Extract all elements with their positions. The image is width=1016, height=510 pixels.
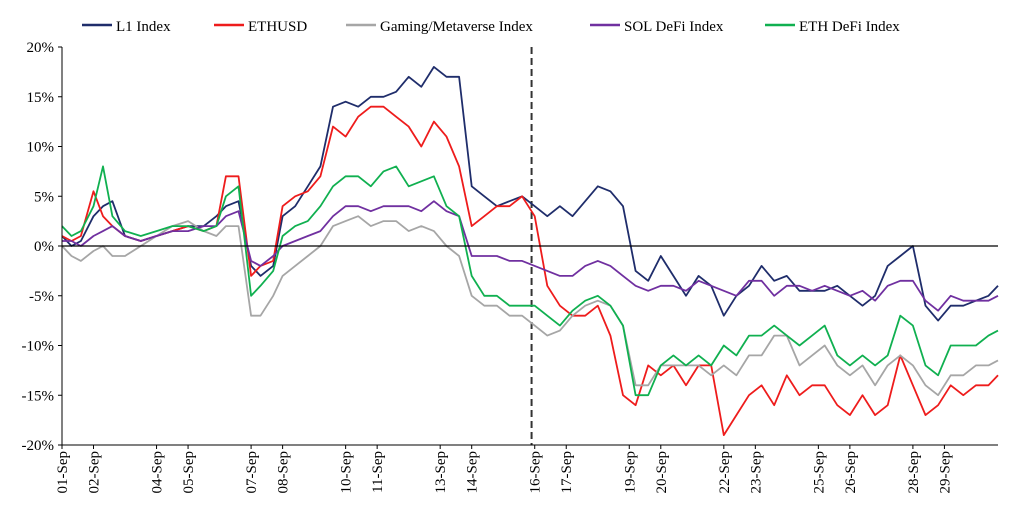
y-tick-label: 10%: [27, 140, 55, 156]
y-tick-label: 0%: [34, 239, 54, 255]
x-tick-label: 07-Sep: [244, 451, 260, 494]
legend-label: Gaming/Metaverse Index: [380, 19, 533, 35]
y-tick-label: -10%: [22, 339, 55, 355]
x-tick-label: 22-Sep: [717, 451, 733, 494]
x-tick-label: 14-Sep: [465, 451, 481, 494]
series-line-ethusd: [61, 105, 999, 437]
y-tick-label: 20%: [27, 40, 55, 56]
x-tick-label: 23-Sep: [748, 451, 764, 494]
x-tick-label: 08-Sep: [276, 451, 292, 494]
axes: [61, 47, 998, 446]
series-line-sol-defi-index: [62, 200, 999, 312]
y-tick-label: -5%: [29, 289, 54, 305]
x-tick-label: 25-Sep: [811, 451, 827, 494]
legend-label: ETH DeFi Index: [799, 19, 900, 35]
x-tick-label: 20-Sep: [654, 451, 670, 494]
x-tick-label: 19-Sep: [622, 451, 638, 494]
legend-label: SOL DeFi Index: [624, 19, 724, 35]
x-tick-label: 05-Sep: [181, 451, 197, 494]
x-axis: 01-Sep 02-Sep 04-Sep 05-Sep 07-Sep 08-Sep 10-S…: [55, 445, 953, 494]
series-line-l1-index: [61, 66, 999, 322]
x-tick-label: 26-Sep: [843, 451, 859, 494]
x-tick-label: 10-Sep: [339, 451, 355, 494]
y-axis: 20% 15% 10% 5% 0% -5% -10% -15% -20%: [22, 40, 62, 454]
x-tick-label: 11-Sep: [370, 451, 386, 493]
x-tick-label: 16-Sep: [528, 451, 544, 494]
x-tick-label: 02-Sep: [87, 451, 103, 494]
series-line-gaming-metaverse-index: [61, 215, 999, 397]
y-tick-label: -15%: [22, 388, 55, 404]
series-line-eth-defi-index: [61, 165, 999, 397]
y-tick-label: 15%: [27, 90, 55, 106]
legend-label: L1 Index: [116, 19, 171, 35]
y-tick-label: 5%: [34, 189, 54, 205]
series-layer: [61, 66, 999, 437]
x-tick-label: 17-Sep: [559, 451, 575, 494]
legend: L1 Index ETHUSD Gaming/Metaverse Index SOL …: [82, 19, 900, 35]
x-tick-label: 04-Sep: [150, 451, 166, 494]
x-tick-label: 29-Sep: [937, 451, 953, 494]
x-tick-label: 01-Sep: [55, 451, 71, 494]
x-tick-label: 28-Sep: [906, 451, 922, 494]
y-tick-label: -20%: [22, 438, 55, 454]
x-tick-label: 13-Sep: [433, 451, 449, 494]
legend-label: ETHUSD: [248, 19, 307, 35]
